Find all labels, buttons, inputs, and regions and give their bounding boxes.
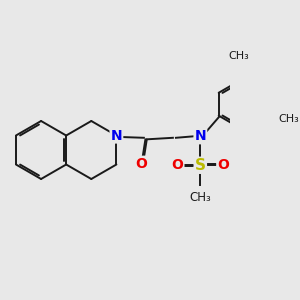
Text: CH₃: CH₃ xyxy=(278,114,299,124)
Text: N: N xyxy=(194,129,206,143)
Text: O: O xyxy=(136,157,148,171)
Text: CH₃: CH₃ xyxy=(190,191,211,204)
Text: O: O xyxy=(172,158,183,172)
Text: N: N xyxy=(111,128,122,142)
Text: CH₃: CH₃ xyxy=(228,52,249,61)
Text: O: O xyxy=(217,158,229,172)
Text: S: S xyxy=(195,158,206,173)
